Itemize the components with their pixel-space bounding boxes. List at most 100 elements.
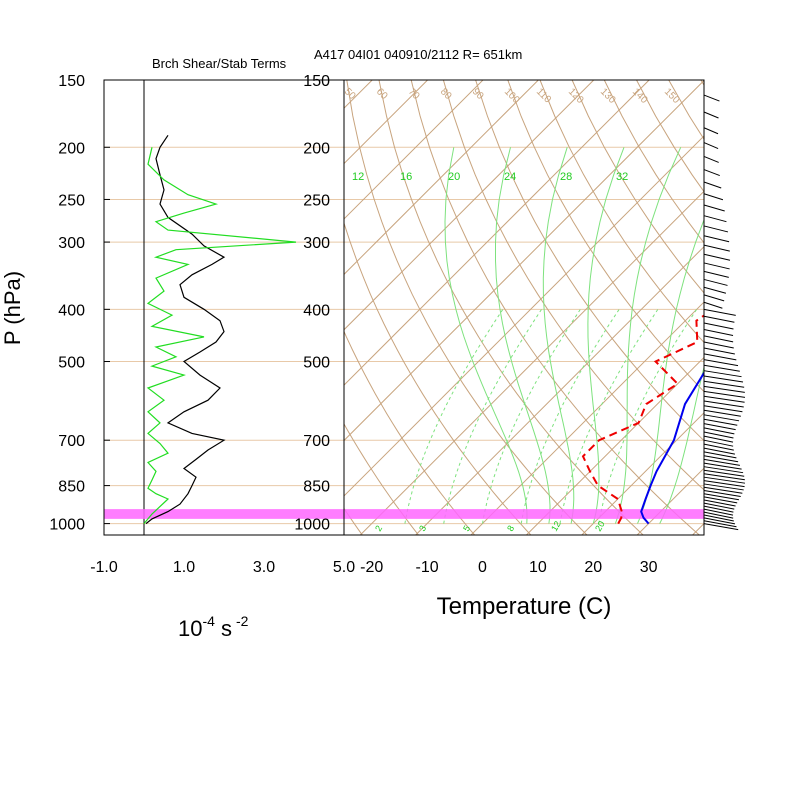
wind-barb bbox=[703, 476, 746, 484]
left-x-axis-exponent: -4 bbox=[202, 613, 215, 629]
isotherm-line bbox=[692, 522, 704, 535]
right-y-tick-label: 400 bbox=[303, 302, 330, 319]
dry-adiabat-line bbox=[539, 80, 704, 344]
wind-barb bbox=[703, 308, 736, 316]
mixing-ratio-line bbox=[559, 309, 659, 524]
wind-barb bbox=[703, 414, 740, 422]
left-y-tick-label: 1000 bbox=[49, 517, 85, 534]
isotherm-line bbox=[344, 80, 539, 276]
isotherm-line bbox=[344, 80, 595, 331]
wind-barb bbox=[703, 427, 735, 435]
wind-barb bbox=[703, 364, 740, 372]
left-x-axis-label: 10-4 s -2 bbox=[178, 613, 249, 641]
dry-adiabat-line bbox=[733, 80, 800, 535]
left-x-axis-unit: s bbox=[221, 616, 232, 641]
left-x-tick-label: -1.0 bbox=[90, 559, 118, 576]
moist-adiabat-label: 28 bbox=[560, 171, 572, 183]
wind-barb bbox=[703, 405, 743, 413]
wind-barb bbox=[703, 489, 741, 497]
dry-adiabat-label: 60 bbox=[374, 86, 390, 102]
isotherm-line bbox=[344, 135, 704, 497]
left-y-tick-label: 400 bbox=[58, 302, 85, 319]
wind-barb bbox=[703, 375, 744, 383]
dry-adiabat-line bbox=[475, 80, 704, 442]
dry-adiabat-line bbox=[636, 80, 704, 193]
dry-adiabat-line bbox=[571, 80, 704, 294]
mixing-ratio-line bbox=[404, 309, 504, 524]
right-panel-series bbox=[581, 314, 704, 525]
wind-barbs bbox=[703, 94, 746, 531]
wind-barb bbox=[703, 502, 735, 510]
mixing-ratio-label: 5 bbox=[461, 524, 472, 533]
wind-barb bbox=[703, 335, 734, 343]
wind-barb bbox=[703, 462, 742, 470]
mixing-ratio-line bbox=[598, 309, 698, 524]
dry-adiabat-line bbox=[410, 80, 700, 535]
moist-adiabat-line bbox=[495, 147, 551, 524]
wind-barb bbox=[703, 127, 719, 135]
left-y-tick-label: 500 bbox=[58, 355, 85, 372]
left-y-tick-label: 700 bbox=[58, 433, 85, 450]
wind-barb bbox=[703, 270, 729, 278]
wind-barb bbox=[703, 370, 742, 378]
wind-barb bbox=[703, 486, 743, 494]
isotherm-line bbox=[415, 245, 704, 535]
wind-barb bbox=[703, 262, 730, 270]
wind-barb bbox=[703, 155, 719, 163]
dry-adiabat-label: 150 bbox=[662, 86, 682, 106]
wind-barb bbox=[703, 439, 734, 447]
wind-barb bbox=[703, 359, 739, 367]
left-panel-series bbox=[143, 134, 297, 525]
wind-barb bbox=[703, 329, 734, 336]
dry-adiabat-line bbox=[344, 422, 419, 535]
right-y-tick-label: 250 bbox=[303, 192, 330, 209]
wind-barb bbox=[703, 418, 738, 426]
dry-adiabat-line bbox=[507, 80, 704, 393]
wind-barb bbox=[703, 514, 734, 522]
right-y-tick-label: 150 bbox=[303, 73, 330, 90]
right-x-axis-label: Temperature (C) bbox=[437, 593, 612, 620]
wind-barb bbox=[703, 111, 719, 119]
mixing-ratio-label: 3 bbox=[417, 524, 428, 533]
isotherm-line bbox=[470, 301, 704, 535]
isotherm-line bbox=[344, 80, 484, 220]
dry-adiabat-label: 80 bbox=[438, 86, 454, 102]
dry-adiabat-label: 140 bbox=[630, 86, 650, 106]
mixing-ratio-label: 20 bbox=[593, 519, 607, 533]
wind-barb bbox=[703, 181, 722, 189]
wind-barb bbox=[703, 517, 736, 525]
wind-barb bbox=[703, 443, 734, 451]
wind-barb bbox=[703, 469, 745, 477]
right-x-tick-label: -20 bbox=[360, 559, 383, 576]
isotherm-line bbox=[526, 356, 704, 535]
isotherm-line bbox=[344, 80, 704, 442]
wind-barb bbox=[703, 322, 734, 330]
wind-barb bbox=[703, 435, 734, 443]
dry-adiabat-label: 110 bbox=[534, 86, 553, 105]
wind-barb bbox=[703, 400, 744, 408]
left-x-tick-label: 5.0 bbox=[333, 559, 355, 576]
right-x-tick-label: 10 bbox=[529, 559, 547, 576]
dry-adiabat-line bbox=[668, 80, 704, 141]
moist-adiabat-line bbox=[587, 147, 625, 524]
wind-barb bbox=[703, 193, 724, 201]
left-x-axis-base: 10 bbox=[178, 616, 202, 641]
wind-barb bbox=[703, 423, 736, 431]
moist-adiabat-label: 20 bbox=[448, 171, 460, 183]
dry-adiabat-label: 90 bbox=[470, 86, 486, 102]
right-y-tick-label: 500 bbox=[303, 355, 330, 372]
right-x-tick-label: -10 bbox=[416, 559, 439, 576]
wind-barb bbox=[703, 483, 744, 491]
left-panel-title: Brch Shear/Stab Terms bbox=[152, 56, 287, 71]
wind-barb bbox=[703, 496, 738, 504]
wind-barb bbox=[703, 204, 725, 212]
isotherm-line bbox=[359, 190, 704, 535]
right-x-tick-label: 30 bbox=[640, 559, 658, 576]
left-panel-gridlines bbox=[104, 79, 344, 535]
right-y-tick-label: 300 bbox=[303, 235, 330, 252]
moist-adiabat-line bbox=[542, 147, 575, 524]
dry-adiabat-line bbox=[344, 330, 475, 535]
isotherm-line bbox=[748, 80, 800, 535]
mixing-ratio-line bbox=[443, 309, 543, 524]
